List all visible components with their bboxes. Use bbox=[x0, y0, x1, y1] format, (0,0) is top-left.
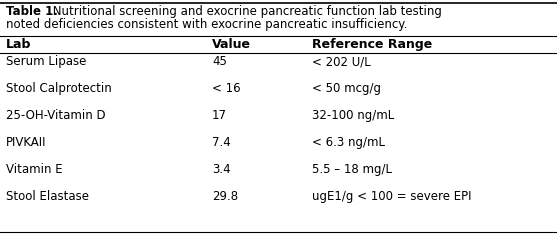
Text: Table 1.: Table 1. bbox=[6, 5, 58, 18]
Text: Vitamin E: Vitamin E bbox=[6, 163, 62, 176]
Text: Reference Range: Reference Range bbox=[312, 38, 432, 51]
Text: 7.4: 7.4 bbox=[212, 136, 231, 149]
Text: 25-OH-Vitamin D: 25-OH-Vitamin D bbox=[6, 109, 106, 122]
Text: Serum Lipase: Serum Lipase bbox=[6, 55, 86, 68]
Text: ugE1/g < 100 = severe EPI: ugE1/g < 100 = severe EPI bbox=[312, 190, 471, 203]
Text: 32-100 ng/mL: 32-100 ng/mL bbox=[312, 109, 394, 122]
Text: < 16: < 16 bbox=[212, 82, 241, 95]
Text: < 6.3 ng/mL: < 6.3 ng/mL bbox=[312, 136, 385, 149]
Text: 17: 17 bbox=[212, 109, 227, 122]
Text: PIVKAII: PIVKAII bbox=[6, 136, 46, 149]
Text: 5.5 – 18 mg/L: 5.5 – 18 mg/L bbox=[312, 163, 392, 176]
Text: 3.4: 3.4 bbox=[212, 163, 231, 176]
Text: < 202 U/L: < 202 U/L bbox=[312, 55, 371, 68]
Text: noted deficiencies consistent with exocrine pancreatic insufficiency.: noted deficiencies consistent with exocr… bbox=[6, 18, 407, 31]
Text: 45: 45 bbox=[212, 55, 227, 68]
Text: < 50 mcg/g: < 50 mcg/g bbox=[312, 82, 381, 95]
Text: Value: Value bbox=[212, 38, 251, 51]
Text: Stool Calprotectin: Stool Calprotectin bbox=[6, 82, 112, 95]
Text: Lab: Lab bbox=[6, 38, 31, 51]
Text: Nutritional screening and exocrine pancreatic function lab testing: Nutritional screening and exocrine pancr… bbox=[49, 5, 442, 18]
Text: 29.8: 29.8 bbox=[212, 190, 238, 203]
Text: Stool Elastase: Stool Elastase bbox=[6, 190, 89, 203]
